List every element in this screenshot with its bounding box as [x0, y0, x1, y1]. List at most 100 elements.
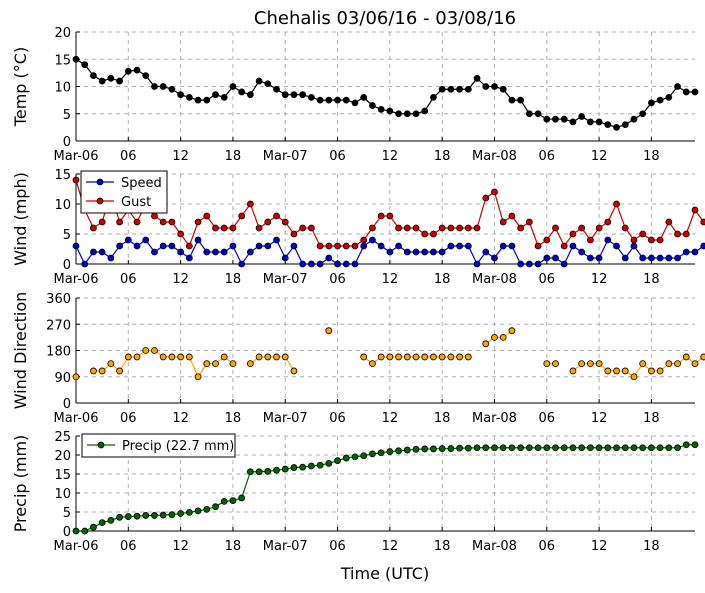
- data-point: [98, 218, 106, 226]
- data-point: [569, 367, 577, 375]
- data-point: [116, 77, 123, 85]
- data-point: [168, 85, 176, 93]
- data-point: [107, 74, 115, 82]
- data-point: [395, 353, 402, 361]
- data-point: [203, 212, 211, 220]
- data-point: [569, 230, 577, 238]
- data-point: [674, 230, 681, 238]
- data-point: [499, 218, 507, 226]
- data-point: [578, 248, 586, 256]
- data-point: [648, 254, 655, 262]
- data-point: [482, 340, 490, 348]
- legend-marker: [97, 441, 105, 449]
- data-point: [403, 353, 411, 361]
- data-point: [630, 373, 638, 381]
- data-point: [525, 260, 533, 268]
- x-tick-label: 12: [591, 411, 608, 426]
- data-point: [238, 88, 246, 96]
- data-point: [264, 467, 272, 475]
- data-point: [220, 94, 228, 101]
- data-point: [586, 236, 594, 244]
- data-point: [107, 254, 115, 262]
- x-tick-label: 12: [172, 272, 189, 287]
- series-line: [572, 356, 705, 378]
- data-point: [595, 444, 603, 452]
- data-point: [395, 110, 402, 118]
- data-point: [342, 454, 350, 462]
- data-point: [290, 464, 298, 471]
- data-point: [290, 242, 298, 250]
- data-point: [674, 83, 681, 90]
- data-point: [238, 212, 246, 220]
- data-point: [595, 118, 603, 126]
- data-point: [264, 353, 272, 361]
- data-point: [255, 353, 263, 361]
- data-point: [691, 360, 699, 368]
- y-tick-label: 270: [46, 318, 71, 333]
- x-tick-label: 18: [643, 149, 660, 164]
- data-point: [665, 218, 673, 226]
- data-point: [517, 224, 525, 232]
- y-tick-label: 5: [63, 108, 71, 123]
- x-tick-label: 12: [591, 149, 608, 164]
- x-tick-label: 18: [434, 149, 451, 164]
- x-tick-label: Mar-07: [263, 272, 308, 287]
- data-point: [491, 254, 498, 262]
- data-point: [403, 224, 411, 232]
- legend: Speed Gust: [80, 170, 168, 214]
- data-point: [560, 260, 568, 268]
- x-tick-label: Mar-06: [54, 411, 99, 426]
- data-point: [177, 230, 185, 238]
- y-tick-label: 15: [54, 168, 71, 183]
- data-point: [72, 373, 80, 381]
- data-point: [142, 72, 150, 79]
- data-point: [482, 444, 490, 452]
- data-point: [586, 254, 594, 262]
- data-point: [386, 353, 394, 361]
- data-point: [613, 367, 620, 375]
- data-point: [682, 353, 690, 361]
- data-point: [246, 91, 254, 99]
- data-point: [369, 102, 376, 109]
- data-point: [691, 248, 699, 256]
- data-point: [273, 212, 280, 220]
- data-point: [229, 242, 237, 250]
- data-point: [307, 224, 315, 232]
- x-tick-label: 06: [539, 272, 556, 287]
- data-point: [639, 110, 647, 118]
- data-point: [604, 236, 612, 244]
- data-point: [412, 248, 420, 256]
- data-point: [543, 360, 551, 368]
- data-point: [351, 242, 359, 250]
- x-tick-label: 12: [172, 149, 189, 164]
- data-point: [543, 254, 551, 262]
- x-tick-label: 12: [591, 272, 608, 287]
- data-point: [316, 96, 324, 104]
- x-tick-label: 12: [591, 539, 608, 554]
- data-point: [281, 254, 289, 262]
- data-point: [639, 444, 647, 452]
- data-point: [412, 224, 420, 232]
- data-point: [534, 444, 542, 452]
- x-axis-label: Time (UTC): [340, 564, 429, 583]
- data-point: [499, 85, 507, 93]
- x-tick-label: Mar-06: [54, 272, 99, 287]
- x-tick-label: 12: [382, 411, 399, 426]
- y-tick-label: 5: [63, 228, 71, 243]
- data-point: [508, 444, 516, 452]
- data-point: [534, 260, 542, 268]
- x-tick-label: 18: [225, 539, 242, 554]
- data-point: [316, 242, 324, 250]
- data-point: [386, 212, 394, 220]
- data-point: [447, 353, 455, 361]
- data-point: [185, 254, 193, 262]
- series-line: [485, 330, 513, 345]
- data-point: [281, 91, 289, 99]
- data-point: [499, 444, 507, 452]
- data-point: [648, 367, 655, 375]
- data-point: [534, 242, 542, 250]
- data-point: [665, 254, 673, 262]
- data-point: [648, 236, 655, 244]
- data-point: [360, 236, 368, 244]
- data-point: [438, 85, 446, 93]
